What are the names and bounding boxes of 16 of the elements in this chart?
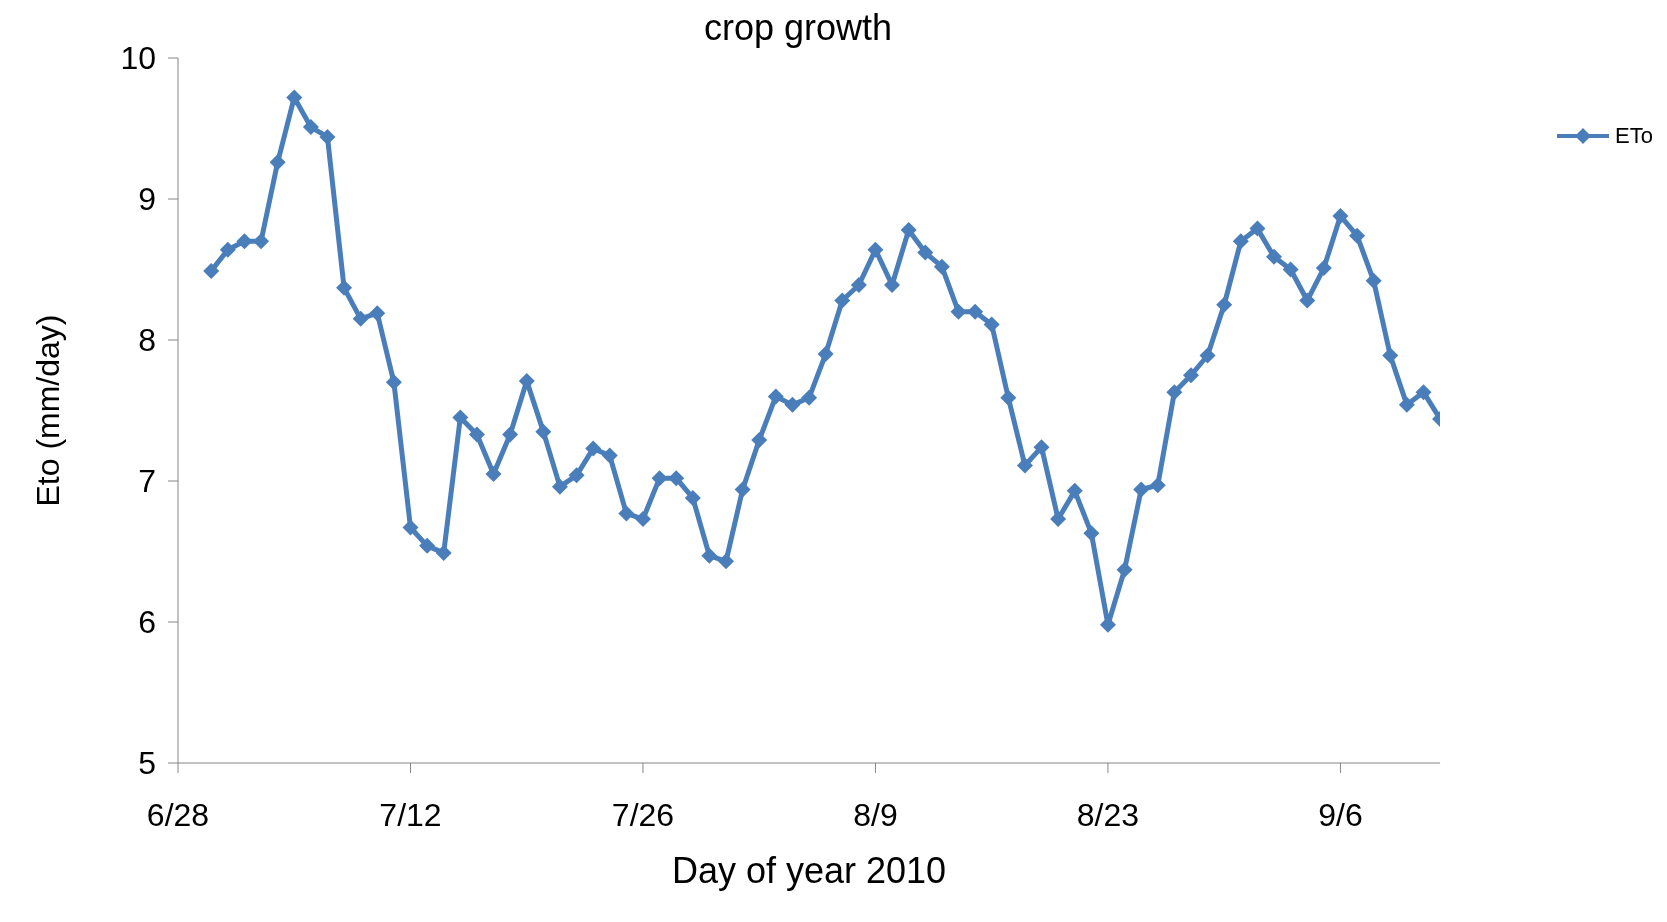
x-tick-label: 7/12 xyxy=(379,796,442,833)
x-tick-label: 8/23 xyxy=(1076,796,1140,833)
x-tick-label: 8/9 xyxy=(853,796,898,833)
legend-label: ETo xyxy=(1615,123,1653,149)
x-tick-label: 7/26 xyxy=(611,796,675,833)
x-tick-label: 9/6 xyxy=(1318,796,1363,833)
chart-title: crop growth xyxy=(703,7,893,48)
y-tick-label: 10 xyxy=(120,40,156,77)
y-tick-label: 8 xyxy=(138,322,156,359)
x-tick-label: 6/28 xyxy=(146,796,210,833)
y-axis-title: Eto (mm/day) xyxy=(30,314,67,507)
y-tick-label: 7 xyxy=(138,463,156,500)
y-tick-label: 6 xyxy=(138,604,156,641)
x-axis-title: Day of year 2010 xyxy=(671,850,947,891)
y-tick-label: 5 xyxy=(138,745,156,782)
y-tick-label: 9 xyxy=(138,181,156,218)
